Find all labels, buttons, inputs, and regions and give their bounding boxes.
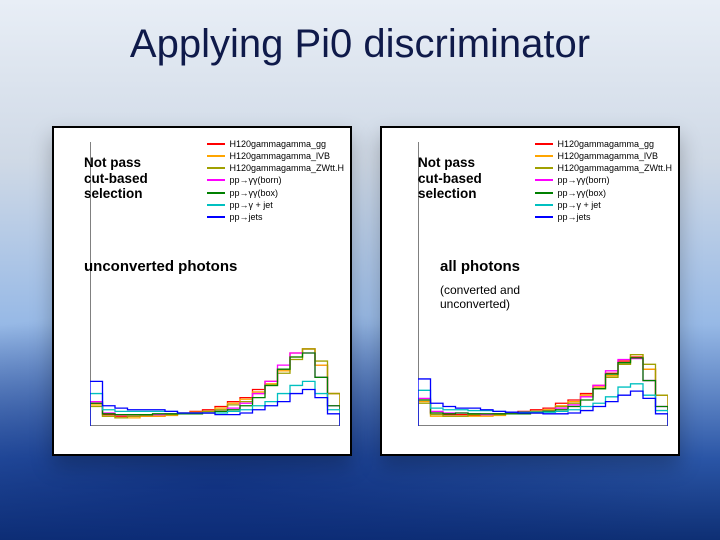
legend-swatch bbox=[535, 216, 553, 218]
legend-swatch bbox=[207, 216, 225, 218]
legend-item: pp→γ + jet bbox=[207, 199, 344, 211]
legend-item: pp→γγ(born) bbox=[207, 174, 344, 186]
legend-item: pp→γγ(born) bbox=[535, 174, 672, 186]
right-top-overlay: Not passcut-basedselection bbox=[418, 155, 482, 202]
legend-label: pp→jets bbox=[557, 211, 590, 223]
legend-swatch bbox=[207, 192, 225, 194]
legend-label: H120gammagamma_lVB bbox=[557, 150, 658, 162]
legend-swatch bbox=[207, 179, 225, 181]
legend-item: H120gammagamma_gg bbox=[207, 138, 344, 150]
legend-swatch bbox=[535, 167, 553, 169]
legend-label: pp→γγ(box) bbox=[229, 187, 278, 199]
legend-swatch bbox=[207, 155, 225, 157]
slide-title: Applying Pi0 discriminator bbox=[0, 22, 720, 67]
legend-label: pp→γ + jet bbox=[229, 199, 272, 211]
legend-label: H120gammagamma_ZWtt.H bbox=[229, 162, 344, 174]
legend-label: pp→γ + jet bbox=[557, 199, 600, 211]
legend-label: H120gammagamma_lVB bbox=[229, 150, 330, 162]
legend-item: H120gammagamma_gg bbox=[535, 138, 672, 150]
legend-label: H120gammagamma_ZWtt.H bbox=[557, 162, 672, 174]
legend-item: pp→γγ(box) bbox=[207, 187, 344, 199]
legend-label: pp→γγ(box) bbox=[557, 187, 606, 199]
legend-item: H120gammagamma_ZWtt.H bbox=[535, 162, 672, 174]
legend-label: H120gammagamma_gg bbox=[229, 138, 326, 150]
legend-swatch bbox=[207, 143, 225, 145]
legend-label: pp→jets bbox=[229, 211, 262, 223]
legend-item: H120gammagamma_lVB bbox=[207, 150, 344, 162]
legend-item: pp→γ + jet bbox=[535, 199, 672, 211]
chart-left-legend: H120gammagamma_ggH120gammagamma_lVBH120g… bbox=[207, 138, 344, 223]
legend-label: H120gammagamma_gg bbox=[557, 138, 654, 150]
legend-swatch bbox=[207, 167, 225, 169]
legend-label: pp→γγ(born) bbox=[229, 174, 281, 186]
legend-swatch bbox=[535, 143, 553, 145]
legend-swatch bbox=[535, 179, 553, 181]
left-top-overlay: Not passcut-basedselection bbox=[84, 155, 148, 202]
legend-item: pp→jets bbox=[535, 211, 672, 223]
legend-swatch bbox=[535, 155, 553, 157]
left-mid-overlay: unconverted photons bbox=[84, 258, 237, 275]
slide: Applying Pi0 discriminator 00.10.20.30.4… bbox=[0, 0, 720, 540]
legend-item: H120gammagamma_ZWtt.H bbox=[207, 162, 344, 174]
legend-item: H120gammagamma_lVB bbox=[535, 150, 672, 162]
legend-swatch bbox=[535, 192, 553, 194]
legend-item: pp→γγ(box) bbox=[535, 187, 672, 199]
right-sub-overlay: (converted andunconverted) bbox=[440, 284, 520, 312]
legend-item: pp→jets bbox=[207, 211, 344, 223]
chart-right-legend: H120gammagamma_ggH120gammagamma_lVBH120g… bbox=[535, 138, 672, 223]
legend-swatch bbox=[535, 204, 553, 206]
legend-label: pp→γγ(born) bbox=[557, 174, 609, 186]
right-mid-overlay: all photons bbox=[440, 258, 520, 275]
legend-swatch bbox=[207, 204, 225, 206]
